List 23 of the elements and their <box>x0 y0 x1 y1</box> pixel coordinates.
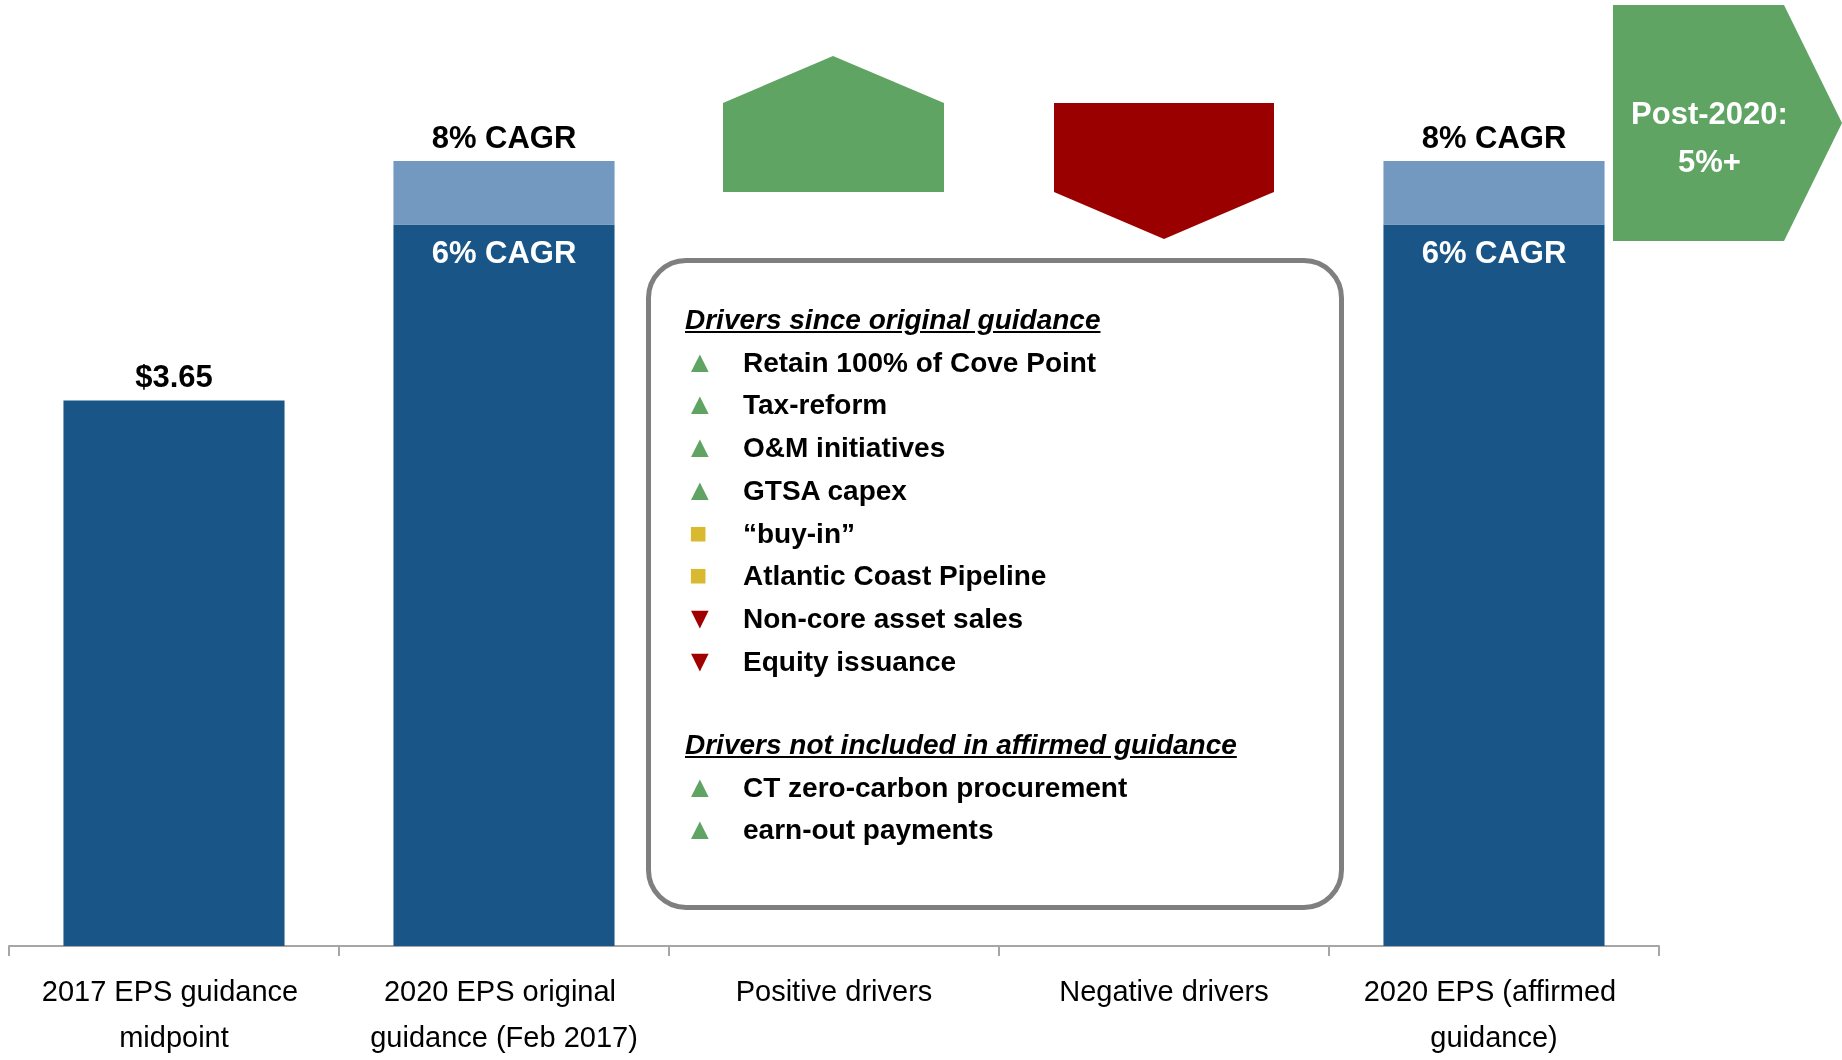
x-tick-label: 2020 EPS (affirmed guidance) <box>1363 975 1625 1053</box>
x-tick-label: Negative drivers <box>1059 975 1269 1007</box>
annotation: ▼ Non-core asset sales <box>685 599 1024 636</box>
annotation: ▲ Tax-reform <box>685 386 888 423</box>
annotation: 8% CAGR <box>431 120 577 155</box>
annotation: $3.65 <box>135 359 213 395</box>
annotation: ▼ Equity issuance <box>685 642 957 679</box>
x-tick-label: 2020 EPS original guidance (Feb 2017) <box>370 975 638 1053</box>
annotation: ■ Atlantic Coast Pipeline <box>687 557 1047 594</box>
annotation: Drivers since original guidance <box>685 303 1102 337</box>
annotation: ▲ earn-out payments <box>685 811 994 848</box>
annotation: 8% CAGR <box>1421 120 1567 155</box>
annotation: Drivers not included in affirmed guidance <box>685 728 1238 762</box>
annotation: Post-2020: 5%+ <box>1630 95 1789 181</box>
annotation: ▲ GTSA capex <box>685 471 907 508</box>
annotation: ■ “buy-in” <box>687 514 855 551</box>
annotation: ▲ O&M initiatives <box>685 429 946 466</box>
annotation: 6% CAGR <box>431 234 577 270</box>
annotation: ▲ Retain 100% of Cove Point <box>685 343 1097 380</box>
annotation: ▲ CT zero-carbon procurement <box>685 768 1128 805</box>
annotation: 6% CAGR <box>1421 234 1567 270</box>
x-tick-label: Positive drivers <box>735 975 933 1007</box>
x-tick-label: 2017 EPS guidance midpoint <box>41 975 307 1053</box>
